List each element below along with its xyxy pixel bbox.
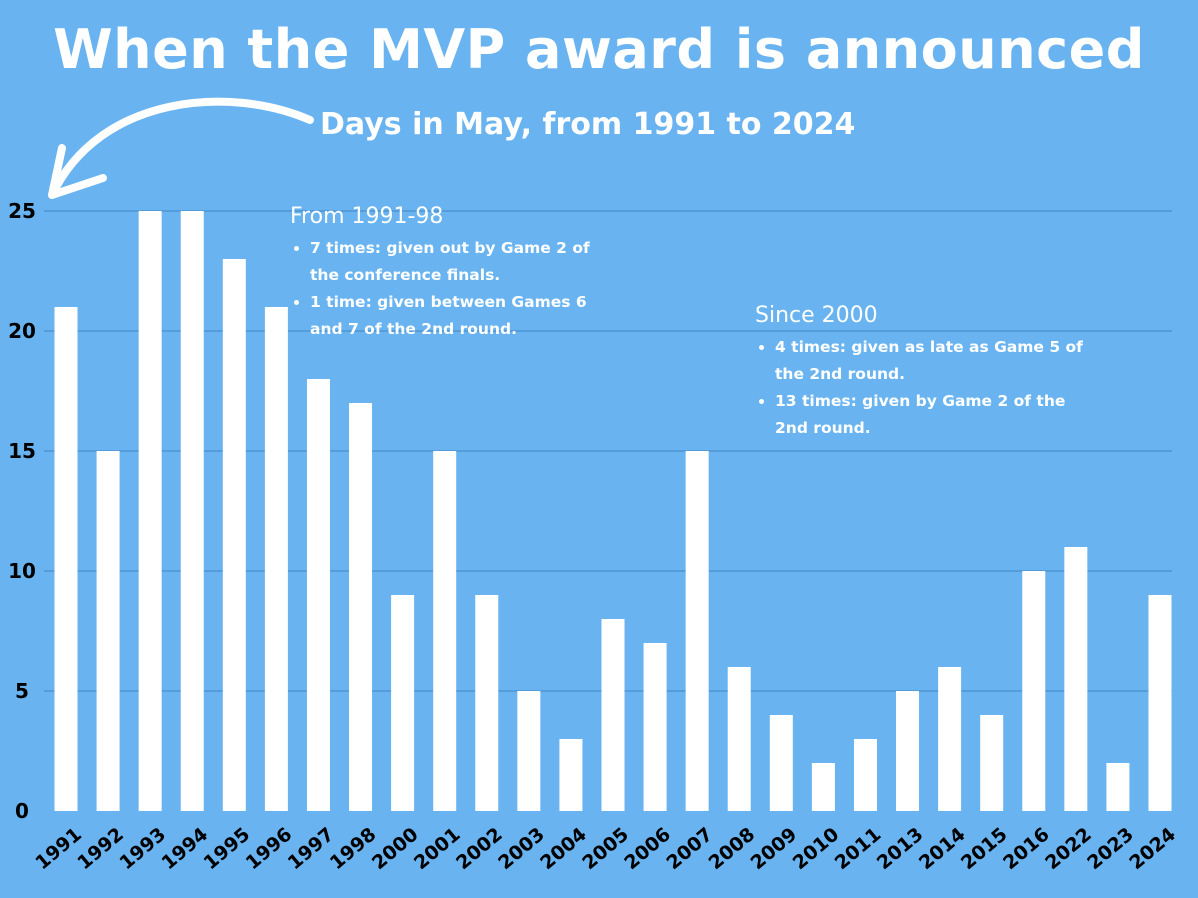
- bar-1992: [96, 451, 120, 811]
- annotation-list: 7 times: given out by Game 2 of the conf…: [290, 235, 620, 343]
- y-tick-label: 25: [8, 199, 36, 223]
- x-tick-label: 2010: [789, 823, 844, 874]
- bar-2007: [685, 451, 709, 811]
- x-tick-label: 2011: [831, 823, 886, 874]
- bar-2022: [1064, 547, 1088, 811]
- x-tick-label: 2023: [1083, 823, 1138, 874]
- bar-1998: [349, 403, 373, 811]
- x-tick-label: 1996: [242, 823, 297, 874]
- bar-1994: [180, 211, 204, 811]
- x-tick-label: 2016: [999, 823, 1054, 874]
- bar-2000: [391, 595, 415, 811]
- x-tick-label: 2002: [452, 823, 507, 874]
- bar-2006: [643, 643, 667, 811]
- x-tick-label: 2008: [705, 823, 760, 874]
- x-tick-label: 2005: [578, 823, 633, 874]
- x-tick-labels: 1991199219931994199519961997199820002001…: [31, 823, 1180, 874]
- chart-title: When the MVP award is announced: [53, 18, 1145, 81]
- y-tick-label: 0: [15, 799, 29, 823]
- bar-2009: [769, 715, 793, 811]
- chart-subtitle: Days in May, from 1991 to 2024: [320, 107, 856, 142]
- annotation-heading: From 1991-98: [290, 204, 444, 229]
- x-tick-label: 2015: [957, 823, 1012, 874]
- bar-2002: [475, 595, 499, 811]
- curved-arrow-icon: [48, 97, 314, 199]
- x-tick-label: 2000: [368, 823, 423, 874]
- bar-2008: [727, 667, 751, 811]
- bar-2016: [1022, 571, 1046, 811]
- x-tick-label: 1997: [284, 823, 339, 874]
- bar-2014: [938, 667, 962, 811]
- bar-2010: [811, 763, 835, 811]
- bar-2001: [433, 451, 457, 811]
- x-tick-label: 2001: [410, 823, 465, 874]
- x-tick-label: 2006: [620, 823, 675, 874]
- x-tick-label: 2009: [747, 823, 802, 874]
- x-tick-label: 2013: [873, 823, 928, 874]
- x-tick-label: 2003: [494, 823, 549, 874]
- bar-1991: [54, 307, 78, 811]
- bar-2015: [980, 715, 1004, 811]
- bar-2004: [559, 739, 583, 811]
- x-tick-label: 2004: [536, 823, 591, 874]
- bar-1997: [306, 379, 330, 811]
- annotation-1991-98: From 1991-98 7 times: given out by Game …: [290, 204, 620, 343]
- x-tick-label: 2014: [915, 823, 970, 874]
- y-tick-label: 5: [15, 679, 29, 703]
- y-tick-label: 10: [8, 559, 36, 583]
- x-tick-label: 2024: [1125, 823, 1180, 874]
- bar-1993: [138, 211, 162, 811]
- y-tick-labels: 0 5 10 15 20 25: [8, 199, 36, 823]
- y-tick-label: 20: [8, 319, 36, 343]
- x-tick-label: 2007: [662, 823, 717, 874]
- bar-1995: [222, 259, 246, 811]
- bar-2024: [1148, 595, 1172, 811]
- bar-1996: [264, 307, 288, 811]
- annotation-item: 7 times: given out by Game 2 of the conf…: [310, 235, 620, 289]
- bar-2003: [517, 691, 541, 811]
- annotation-since-2000: Since 2000 4 times: given as late as Gam…: [755, 303, 1085, 442]
- bar-2005: [601, 619, 625, 811]
- bar-2011: [853, 739, 877, 811]
- annotation-item: 1 time: given between Games 6 and 7 of t…: [310, 289, 620, 343]
- bar-2013: [896, 691, 920, 811]
- bar-2023: [1106, 763, 1130, 811]
- bars: [54, 211, 1172, 811]
- x-tick-label: 1993: [115, 823, 170, 874]
- x-tick-label: 1995: [200, 823, 255, 874]
- annotation-heading: Since 2000: [755, 303, 878, 328]
- x-tick-label: 1994: [158, 823, 213, 874]
- annotation-item: 13 times: given by Game 2 of the 2nd rou…: [775, 388, 1085, 442]
- x-tick-label: 1992: [73, 823, 128, 874]
- x-tick-label: 1991: [31, 823, 86, 874]
- x-tick-label: 1998: [326, 823, 381, 874]
- y-tick-label: 15: [8, 439, 36, 463]
- x-tick-label: 2022: [1041, 823, 1096, 874]
- annotation-item: 4 times: given as late as Game 5 of the …: [775, 334, 1085, 388]
- annotation-list: 4 times: given as late as Game 5 of the …: [755, 334, 1085, 442]
